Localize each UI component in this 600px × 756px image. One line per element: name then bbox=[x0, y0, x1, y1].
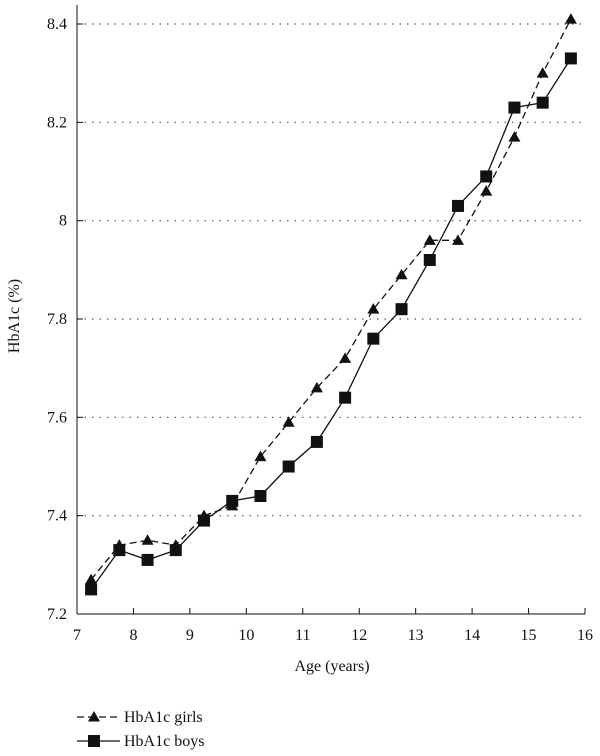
x-tick-label: 10 bbox=[238, 627, 254, 644]
data-point-boys bbox=[141, 553, 154, 566]
x-tick-label: 15 bbox=[521, 627, 537, 644]
x-tick-label: 13 bbox=[408, 627, 424, 644]
data-point-boys bbox=[113, 544, 126, 557]
data-point-girls bbox=[282, 416, 295, 427]
data-point-boys bbox=[564, 52, 577, 65]
x-tick-label: 11 bbox=[295, 627, 310, 644]
y-tick-label: 7.2 bbox=[47, 606, 67, 623]
y-tick-label: 8 bbox=[59, 213, 67, 230]
data-point-girls bbox=[564, 13, 577, 24]
data-point-boys bbox=[452, 199, 464, 212]
series-line-girls bbox=[90, 18, 572, 581]
data-point-girls bbox=[85, 573, 98, 585]
data-point-girls bbox=[367, 303, 380, 314]
data-point-boys bbox=[367, 332, 380, 345]
y-tick-label: 7.4 bbox=[47, 508, 67, 525]
data-point-girls bbox=[480, 185, 493, 196]
y-axis-title: HbA1c (%) bbox=[6, 279, 23, 353]
data-point-boys bbox=[169, 544, 182, 557]
series-layer bbox=[85, 13, 577, 596]
legend-marker-square bbox=[88, 735, 100, 747]
legend: HbA1c girls HbA1c boys bbox=[77, 709, 204, 750]
data-point-girls bbox=[141, 534, 154, 545]
data-point-girls bbox=[310, 381, 323, 393]
data-point-girls bbox=[508, 131, 521, 142]
axes bbox=[76, 5, 585, 615]
gridlines bbox=[77, 23, 585, 517]
y-tick-label: 7.8 bbox=[47, 311, 67, 328]
data-point-girls bbox=[536, 67, 549, 78]
x-tick-label: 14 bbox=[464, 627, 480, 644]
data-point-boys bbox=[198, 514, 210, 527]
y-tick-label: 8.4 bbox=[47, 16, 67, 33]
data-point-boys bbox=[395, 303, 408, 316]
x-tick-label: 9 bbox=[186, 627, 194, 644]
y-tick-label: 7.6 bbox=[47, 409, 67, 426]
data-point-boys bbox=[423, 254, 436, 266]
y-tick-label: 8.2 bbox=[47, 114, 67, 131]
legend-label: HbA1c girls bbox=[124, 709, 203, 726]
data-point-boys bbox=[536, 96, 549, 109]
data-point-girls bbox=[339, 352, 352, 363]
data-point-girls bbox=[452, 234, 464, 245]
x-axis-title: Age (years) bbox=[294, 658, 369, 675]
data-point-boys bbox=[480, 170, 493, 183]
legend-label: HbA1c boys bbox=[124, 733, 204, 750]
x-tick-label: 12 bbox=[351, 627, 367, 644]
data-point-girls bbox=[254, 450, 267, 462]
data-point-boys bbox=[254, 490, 267, 502]
data-point-boys bbox=[508, 101, 521, 114]
data-point-boys bbox=[339, 391, 352, 404]
x-tick-label: 16 bbox=[577, 627, 593, 644]
legend-marker-triangle bbox=[88, 711, 100, 722]
data-point-boys bbox=[282, 460, 295, 473]
x-tick-label: 7 bbox=[73, 627, 81, 644]
data-point-boys bbox=[226, 494, 239, 507]
x-tick-label: 8 bbox=[129, 627, 137, 644]
data-point-boys bbox=[85, 583, 98, 596]
data-point-girls bbox=[395, 268, 408, 280]
data-point-girls bbox=[423, 234, 436, 245]
ticks: 7 8 9 10 11 12 13 14 15 16 7.2 7.4 7.6 7.8 8 8.2 8.4 bbox=[47, 16, 593, 644]
series-line-boys bbox=[90, 58, 572, 590]
data-point-boys bbox=[310, 435, 323, 448]
